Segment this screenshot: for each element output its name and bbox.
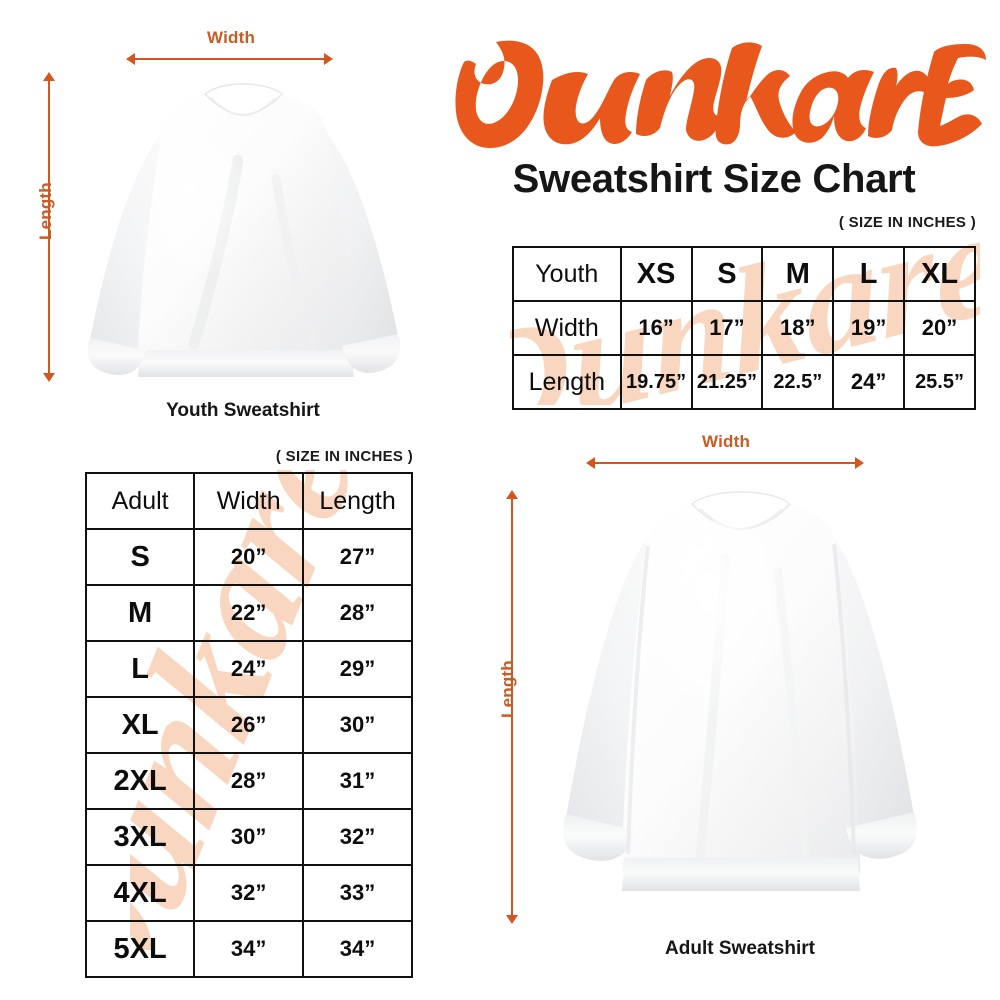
adult-table-row: 2XL 28” 31” (84, 752, 413, 810)
youth-length-row: Length 19.75” 21.25” 22.5” 24” 25.5” (512, 354, 976, 410)
adult-header-adult: Adult (84, 472, 196, 530)
youth-length-xs: 19.75” (619, 354, 693, 410)
adult-width-xl: 26” (193, 696, 305, 754)
arrow-shaft (511, 497, 513, 917)
arrow-head-down (43, 373, 55, 382)
youth-size-table: Youth XS S M L XL Width 16” 17” 18” 19” 20” Length 19… (512, 246, 976, 410)
adult-length-5xl: 34” (302, 920, 413, 978)
adult-table-body: Adult Width Length S 20” 27” M 22” 28” L 24” 29” XL 2… (84, 472, 413, 978)
youth-row-label: Youth (512, 246, 622, 302)
arrow-head-up (43, 72, 55, 81)
youth-length-label: Length (36, 182, 55, 240)
adult-size-2xl: 2XL (84, 752, 196, 810)
adult-size-m: M (84, 584, 196, 642)
youth-width-l: 19” (832, 300, 906, 356)
arrow-head-left (126, 53, 135, 65)
youth-size-l: L (832, 246, 906, 302)
youth-sweatshirt-caption: Youth Sweatshirt (166, 400, 320, 421)
dunkare-logo (440, 28, 988, 160)
youth-width-row: Width 16” 17” 18” 19” 20” (512, 300, 976, 356)
adult-header-row: Adult Width Length (84, 472, 413, 530)
adult-length-3xl: 32” (302, 808, 413, 866)
arrow-head-up (506, 490, 518, 499)
adult-length-m: 28” (302, 584, 413, 642)
youth-width-m: 18” (761, 300, 835, 356)
arrow-head-right (324, 53, 333, 65)
adult-length-arrow (505, 490, 519, 924)
adult-size-table: Adult Width Length S 20” 27” M 22” 28” L 24” 29” XL 2… (84, 472, 413, 978)
adult-length-4xl: 33” (302, 864, 413, 922)
adult-width-2xl: 28” (193, 752, 305, 810)
adult-width-4xl: 32” (193, 864, 305, 922)
arrow-head-right (855, 457, 864, 469)
arrow-shaft (48, 79, 50, 375)
adult-size-xl: XL (84, 696, 196, 754)
adult-length-l: 29” (302, 640, 413, 698)
arrow-head-down (506, 915, 518, 924)
youth-width-xs: 16” (619, 300, 693, 356)
youth-header-row: Youth XS S M L XL (512, 246, 976, 302)
youth-size-xl: XL (903, 246, 976, 302)
adult-width-5xl: 34” (193, 920, 305, 978)
youth-width-s: 17” (690, 300, 764, 356)
adult-size-l: L (84, 640, 196, 698)
youth-width-label: Width (207, 28, 256, 47)
adult-width-s: 20” (193, 528, 305, 586)
adult-size-4xl: 4XL (84, 864, 196, 922)
arrow-shaft (133, 58, 326, 60)
adult-length-2xl: 31” (302, 752, 413, 810)
adult-table-row: M 22” 28” (84, 584, 413, 642)
youth-size-m: M (761, 246, 835, 302)
youth-length-xl: 25.5” (903, 354, 976, 410)
adult-header-length: Length (302, 472, 413, 530)
adult-table-row: XL 26” 30” (84, 696, 413, 754)
adult-sweatshirt-image (540, 488, 940, 936)
youth-size-note: ( SIZE IN INCHES ) (838, 214, 976, 231)
youth-length-m: 22.5” (761, 354, 835, 410)
adult-length-s: 27” (302, 528, 413, 586)
page-title: Sweatshirt Size Chart (512, 157, 916, 201)
adult-table-row: 3XL 30” 32” (84, 808, 413, 866)
youth-width-xl: 20” (903, 300, 976, 356)
youth-table-body: Youth XS S M L XL Width 16” 17” 18” 19” 20” Length 19… (512, 246, 976, 410)
adult-width-label: Width (702, 432, 751, 451)
adult-table-row: 5XL 34” 34” (84, 920, 413, 978)
arrow-head-left (586, 457, 595, 469)
adult-length-xl: 30” (302, 696, 413, 754)
youth-length-label-cell: Length (512, 354, 622, 410)
youth-width-arrow (126, 52, 333, 66)
adult-sweatshirt-caption: Adult Sweatshirt (665, 938, 815, 959)
youth-size-xs: XS (619, 246, 693, 302)
arrow-shaft (593, 462, 857, 464)
youth-length-arrow (42, 72, 56, 382)
adult-table-row: L 24” 29” (84, 640, 413, 698)
youth-size-s: S (690, 246, 764, 302)
adult-width-arrow (586, 456, 864, 470)
adult-width-l: 24” (193, 640, 305, 698)
adult-width-3xl: 30” (193, 808, 305, 866)
adult-size-s: S (84, 528, 196, 586)
adult-length-label: Length (498, 660, 517, 718)
adult-header-width: Width (193, 472, 305, 530)
adult-size-5xl: 5XL (84, 920, 196, 978)
adult-table-row: 4XL 32” 33” (84, 864, 413, 922)
adult-size-note: ( SIZE IN INCHES ) (275, 448, 413, 465)
adult-width-m: 22” (193, 584, 305, 642)
youth-sweatshirt-image (62, 68, 424, 398)
youth-length-l: 24” (832, 354, 906, 410)
youth-width-label-cell: Width (512, 300, 622, 356)
adult-size-3xl: 3XL (84, 808, 196, 866)
youth-length-s: 21.25” (690, 354, 764, 410)
adult-table-row: S 20” 27” (84, 528, 413, 586)
